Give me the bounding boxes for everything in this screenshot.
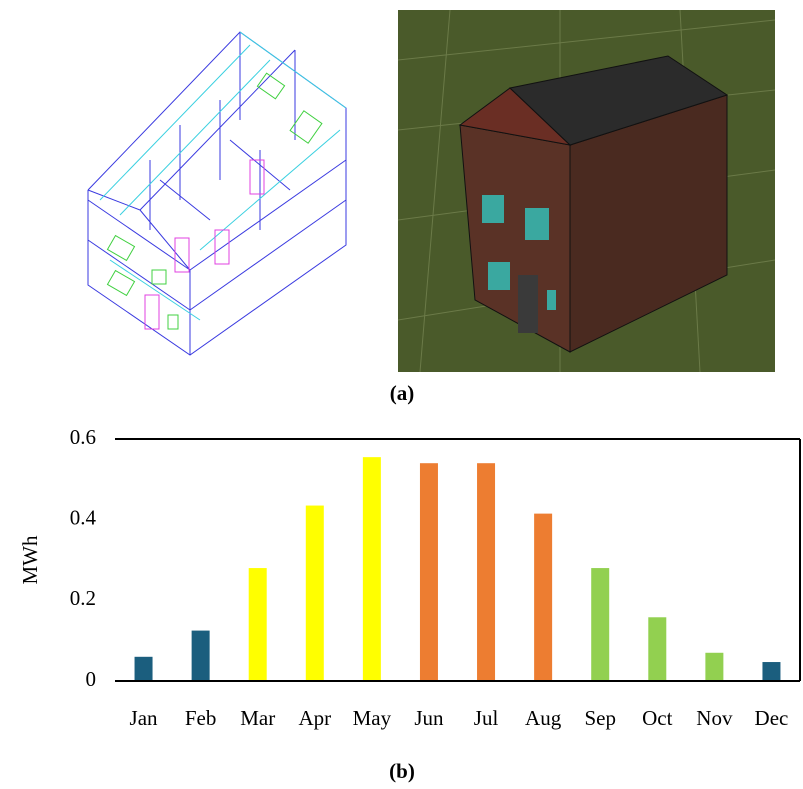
- x-tick-label: Mar: [240, 706, 275, 730]
- x-tick-label: Sep: [584, 706, 616, 730]
- bar: [420, 463, 438, 681]
- x-tick-label: Dec: [755, 706, 789, 730]
- bar: [249, 568, 267, 681]
- bar: [534, 514, 552, 681]
- bar: [363, 457, 381, 681]
- wireframe-model: [88, 32, 346, 355]
- bar: [705, 653, 723, 681]
- bar: [477, 463, 495, 681]
- bar: [648, 617, 666, 681]
- x-tick-label: Feb: [185, 706, 217, 730]
- figure-canvas: (a) (b) MWh 0 0.2 0.4 0.6 Jan Feb Mar Apr May Jun…: [0, 0, 803, 789]
- panel-label: (b): [389, 759, 415, 783]
- x-tick-label: Jul: [474, 706, 499, 730]
- y-tick-label: 0.4: [70, 505, 97, 529]
- bar: [306, 506, 324, 681]
- bar: [135, 657, 153, 681]
- bar: [192, 631, 210, 681]
- x-tick-label: May: [353, 706, 392, 730]
- x-tick-label: Apr: [298, 706, 331, 730]
- y-tick-label: 0: [86, 667, 97, 691]
- x-tick-label: Nov: [696, 706, 733, 730]
- x-tick-label: Jun: [414, 706, 444, 730]
- rendered-model: [398, 10, 775, 372]
- y-axis-label: MWh: [18, 535, 42, 584]
- x-tick-label: Jan: [130, 706, 158, 730]
- y-tick-label: 0.2: [70, 586, 96, 610]
- x-tick-label: Oct: [642, 706, 672, 730]
- bar: [591, 568, 609, 681]
- y-tick-label: 0.6: [70, 425, 96, 449]
- bar: [762, 662, 780, 681]
- panel-label: (a): [390, 381, 415, 405]
- figure: (a) (b) MWh 0 0.2 0.4 0.6 Jan Feb Mar Apr May Jun…: [0, 0, 803, 789]
- x-tick-label: Aug: [525, 706, 562, 730]
